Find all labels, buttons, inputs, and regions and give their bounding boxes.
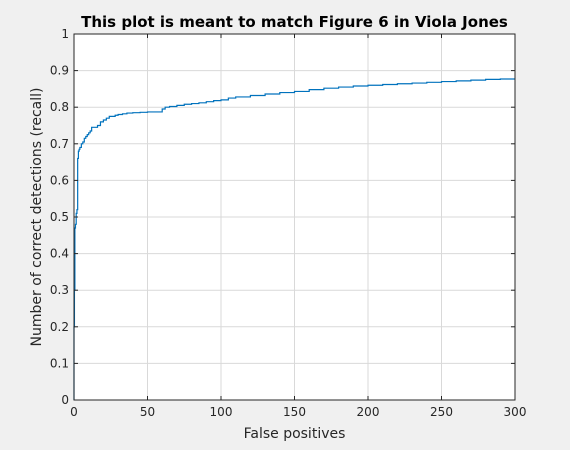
y-tick-label: 0.1 [50, 356, 69, 370]
x-tick-label: 250 [430, 405, 453, 419]
x-tick-label: 200 [357, 405, 380, 419]
y-tick-label: 0.9 [50, 64, 69, 78]
ticks: 0 50 100 150 200 250 300 0 0.1 0.2 0.3 0.4 0.5 0.6 0.7… [50, 27, 527, 419]
chart-title: This plot is meant to match Figure 6 in … [81, 13, 508, 31]
y-axis-label: Number of correct detections (recall) [29, 87, 45, 346]
x-axis-label: False positives [244, 426, 346, 442]
y-tick-label: 0.3 [50, 283, 69, 297]
x-tick-label: 50 [140, 405, 155, 419]
y-tick-label: 0.5 [50, 210, 69, 224]
x-tick-label: 0 [70, 405, 78, 419]
series-layer [73, 78, 515, 400]
y-tick-label: 0.7 [50, 137, 69, 151]
x-tick-label: 150 [283, 405, 306, 419]
x-tick-label: 300 [504, 405, 527, 419]
y-tick-label: 0.2 [50, 320, 69, 334]
y-tick-label: 0.8 [50, 100, 69, 114]
y-tick-label: 0.4 [50, 247, 69, 261]
x-tick-label: 100 [210, 405, 233, 419]
y-tick-label: 1 [61, 27, 69, 41]
recall-curve [73, 78, 515, 400]
y-tick-label: 0 [61, 393, 69, 407]
y-tick-label: 0.6 [50, 173, 69, 187]
